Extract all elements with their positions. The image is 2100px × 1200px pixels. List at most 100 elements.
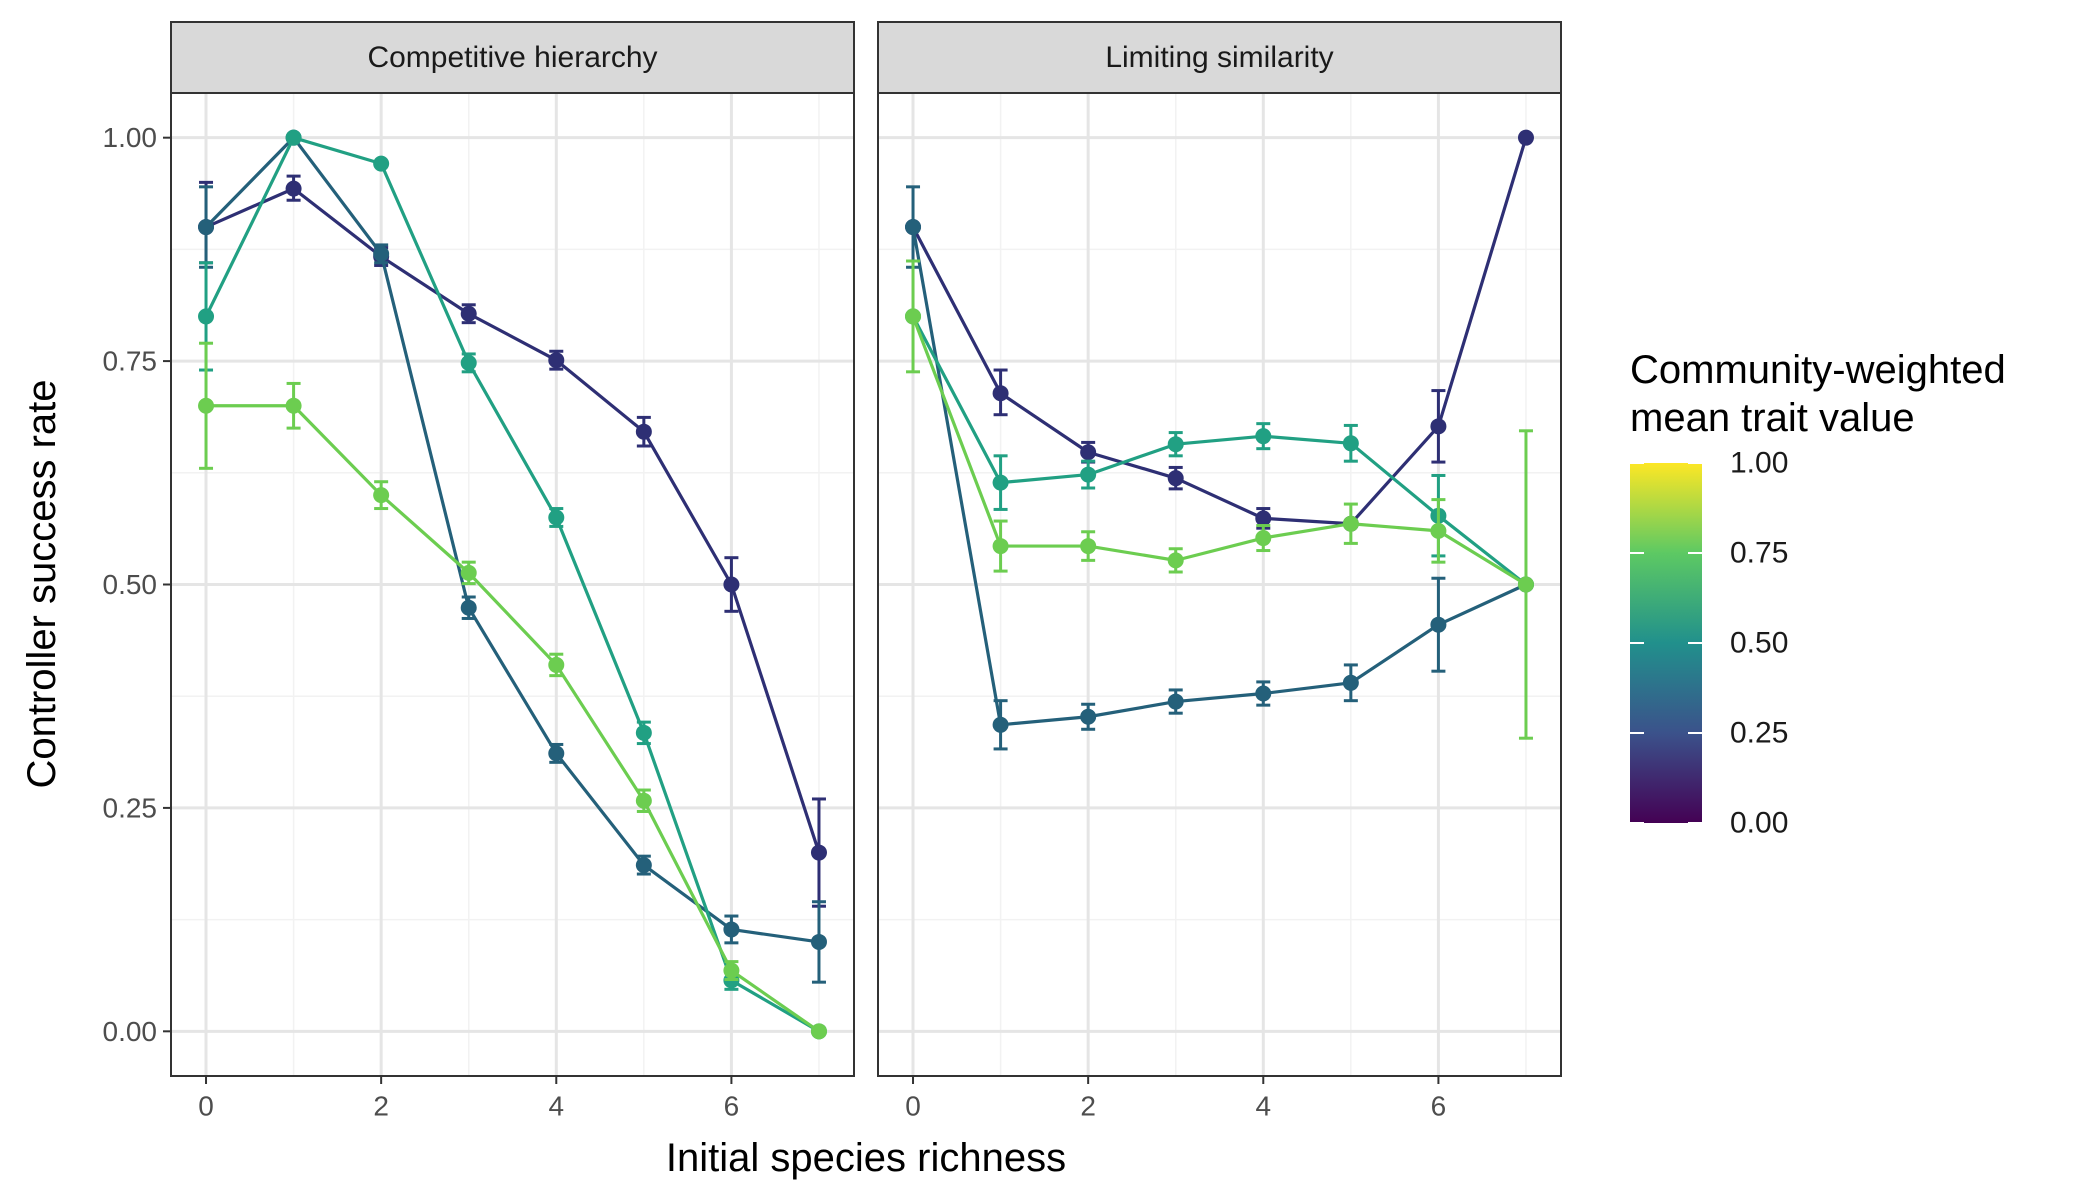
data-point bbox=[548, 352, 565, 369]
legend: Community-weighted mean trait value 0.00… bbox=[1630, 348, 2006, 840]
y-axis: 0.00 0.25 0.50 0.75 1.00 bbox=[103, 122, 171, 1047]
series-line bbox=[205, 187, 821, 854]
data-point bbox=[635, 857, 652, 874]
data-point bbox=[1255, 530, 1272, 547]
data-point bbox=[1167, 436, 1184, 453]
data-point bbox=[723, 576, 740, 593]
x-tick-label: 6 bbox=[1431, 1091, 1447, 1122]
data-point bbox=[810, 844, 827, 861]
data-point bbox=[285, 397, 302, 414]
data-point bbox=[1430, 418, 1447, 435]
data-point bbox=[1342, 435, 1359, 452]
data-point bbox=[992, 474, 1009, 491]
data-point bbox=[723, 921, 740, 938]
data-point bbox=[548, 656, 565, 673]
data-point bbox=[1167, 552, 1184, 569]
data-point bbox=[992, 538, 1009, 555]
panel-competitive-hierarchy: Competitive hierarchy 0 2 4 6 bbox=[170, 21, 855, 1122]
series-line bbox=[911, 315, 1527, 586]
panel-2-strip bbox=[877, 21, 1562, 94]
data-point bbox=[198, 397, 215, 414]
panel-1-x-axis: 0 2 4 6 bbox=[198, 1076, 739, 1122]
data-point bbox=[992, 716, 1009, 733]
panel-1-series bbox=[198, 129, 827, 1040]
data-point bbox=[373, 245, 390, 262]
data-point bbox=[1517, 576, 1534, 593]
data-point bbox=[723, 962, 740, 979]
series-line bbox=[206, 404, 820, 1033]
panel-1-title: Competitive hierarchy bbox=[367, 41, 657, 74]
data-point bbox=[460, 599, 477, 616]
data-point bbox=[905, 308, 922, 325]
data-point bbox=[285, 180, 302, 197]
legend-label: 0.25 bbox=[1730, 717, 1788, 750]
data-point bbox=[460, 564, 477, 581]
x-tick-label: 2 bbox=[373, 1091, 389, 1122]
data-point bbox=[1342, 674, 1359, 691]
data-point bbox=[635, 792, 652, 809]
series-line bbox=[911, 137, 1528, 526]
y-tick-label: 0.00 bbox=[103, 1016, 158, 1047]
y-tick-label: 0.75 bbox=[103, 346, 158, 377]
series-line bbox=[911, 315, 1527, 586]
x-tick-label: 6 bbox=[724, 1091, 740, 1122]
data-point bbox=[373, 487, 390, 504]
data-point bbox=[1255, 510, 1272, 527]
x-tick-label: 0 bbox=[905, 1091, 921, 1122]
data-point bbox=[1430, 616, 1447, 633]
data-point bbox=[635, 423, 652, 440]
panel-1-strip bbox=[170, 21, 855, 94]
legend-label: 0.75 bbox=[1730, 537, 1788, 570]
data-point bbox=[635, 724, 652, 741]
data-point bbox=[1430, 522, 1447, 539]
series-trait-0.4 bbox=[905, 185, 1534, 751]
data-point bbox=[548, 509, 565, 526]
data-point bbox=[548, 745, 565, 762]
data-point bbox=[992, 385, 1009, 402]
data-point bbox=[1167, 470, 1184, 487]
series-trait-0.8 bbox=[905, 259, 1534, 740]
series-line bbox=[204, 136, 820, 944]
y-axis-title: Controller success rate bbox=[20, 379, 64, 788]
x-tick-label: 4 bbox=[1255, 1091, 1271, 1122]
legend-ticks: 0.00 0.25 0.50 0.75 1.00 bbox=[1630, 447, 1788, 840]
y-tick-label: 1.00 bbox=[103, 122, 158, 153]
data-point bbox=[1080, 444, 1097, 461]
panel-2-border bbox=[877, 92, 1562, 1077]
legend-label: 0.50 bbox=[1730, 627, 1788, 660]
data-point bbox=[1080, 708, 1097, 725]
data-point bbox=[285, 129, 302, 146]
panel-limiting-similarity: Limiting similarity 0 2 4 6 bbox=[877, 21, 1562, 1122]
series-trait-0.8 bbox=[198, 341, 827, 1040]
data-point bbox=[1342, 515, 1359, 532]
x-axis-title: Initial species richness bbox=[666, 1136, 1066, 1180]
data-point bbox=[198, 308, 215, 325]
data-point bbox=[905, 219, 922, 236]
x-tick-label: 2 bbox=[1080, 1091, 1096, 1122]
y-tick-label: 0.50 bbox=[103, 569, 158, 600]
data-point bbox=[1255, 685, 1272, 702]
data-point bbox=[1255, 428, 1272, 445]
data-point bbox=[460, 354, 477, 371]
data-point bbox=[460, 305, 477, 322]
data-point bbox=[810, 1023, 827, 1040]
x-tick-label: 0 bbox=[198, 1091, 214, 1122]
data-point bbox=[1080, 538, 1097, 555]
panel-2-grid bbox=[878, 93, 1561, 1076]
legend-title-line-2: mean trait value bbox=[1630, 396, 1915, 440]
panel-2-title: Limiting similarity bbox=[1105, 41, 1333, 74]
data-point bbox=[1517, 129, 1534, 146]
x-tick-label: 4 bbox=[548, 1091, 564, 1122]
series-line bbox=[911, 226, 1527, 727]
legend-label: 1.00 bbox=[1730, 447, 1788, 480]
y-tick-label: 0.25 bbox=[103, 792, 158, 823]
data-point bbox=[373, 155, 390, 172]
panel-2-x-axis: 0 2 4 6 bbox=[905, 1076, 1446, 1122]
data-point bbox=[198, 219, 215, 236]
panel-2-series bbox=[905, 129, 1534, 751]
legend-label: 0.00 bbox=[1730, 807, 1788, 840]
data-point bbox=[1167, 693, 1184, 710]
legend-title-line-1: Community-weighted bbox=[1630, 348, 2006, 392]
data-point bbox=[810, 933, 827, 950]
